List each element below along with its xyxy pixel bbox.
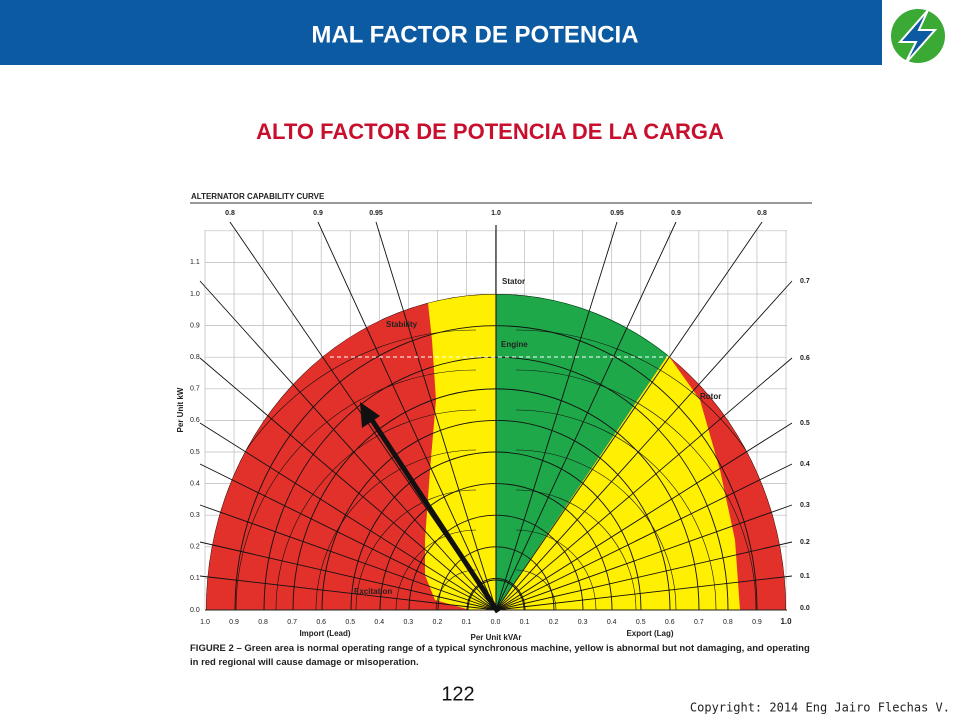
x-label: 0.6 [665,619,675,626]
x-label: 0.5 [636,619,646,626]
pf-ray [375,221,497,611]
x-label: 0.7 [694,619,704,626]
header-bar [0,0,882,65]
y-label: 0.4 [190,480,200,487]
figure-caption: FIGURE 2 – Green area is normal operatin… [190,643,810,668]
arc [355,489,477,610]
arrow [360,402,501,614]
x-label: 0.8 [258,619,268,626]
ray [495,575,793,611]
pf-ray [495,221,763,611]
y-label: 1.1 [190,259,200,266]
x-label: 0.1 [520,619,530,626]
x-label: 0.0 [491,619,501,626]
ray [199,541,497,611]
ray [495,463,793,611]
export-label: Export (Lag) [626,629,673,638]
ray [495,504,793,611]
rotor-label: Rotor [700,392,721,401]
x-label: 0.2 [433,619,443,626]
ray [199,280,497,611]
ray [495,541,793,611]
ray [199,357,497,611]
x-axis-title: Per Unit kVAr [471,633,522,642]
pf-label: 0.95 [369,210,383,217]
figure-heading: ALTERNATOR CAPABILITY CURVE [191,192,325,201]
pf-label: 0.95 [610,210,624,217]
right-label: 0.0 [800,605,810,612]
page-number: 122 [441,683,474,705]
ray [199,463,497,611]
y-label: 0.0 [190,607,200,614]
x-label: 1.0 [780,617,792,626]
right-label: 0.3 [800,502,810,509]
y-label: 1.0 [190,291,200,298]
x-label: 0.8 [723,619,733,626]
pf-label: 0.9 [671,210,681,217]
x-label: 0.3 [578,619,588,626]
pf-label: 0.8 [225,210,235,217]
y-label: 0.2 [190,544,200,551]
x-label: 0.1 [462,619,472,626]
axis-labels: 0.8 0.9 0.95 1.0 0.95 0.9 0.8 0.7 0.6 0.5 0.4 0.3 0.… [190,210,810,626]
y-label: 0.1 [190,575,200,582]
x-label: 0.3 [403,619,413,626]
arc [515,369,757,610]
arc [235,369,477,610]
right-label: 0.5 [800,420,810,427]
x-label: 0.9 [229,619,239,626]
arc [515,489,637,610]
arc [206,294,786,610]
import-label: Import (Lead) [299,629,350,638]
pf-ray [317,221,497,611]
y-label: 0.9 [190,322,200,329]
pf-label: 1.0 [491,210,501,217]
header-title: MAL FACTOR DE POTENCIA [311,21,638,48]
y-label: 0.3 [190,512,200,519]
excitation-label: Excitation [354,587,392,596]
arc [275,409,477,610]
x-label: 0.9 [752,619,762,626]
right-label: 0.2 [800,539,810,546]
arc [206,329,477,610]
y-label: 0.6 [190,417,200,424]
ray [495,280,793,611]
x-label: 1.0 [200,619,210,626]
ray [199,422,497,611]
y-label: 0.7 [190,386,200,393]
yellow-right-region [496,355,740,610]
pf-label: 0.9 [313,210,323,217]
arc [515,409,717,610]
x-label: 0.5 [345,619,355,626]
engine-label: Engine [501,340,528,349]
right-label: 0.7 [800,278,810,285]
copyright: Copyright: 2014 Eng Jairo Flechas V. [690,701,950,715]
right-label: 0.4 [800,461,810,468]
x-label: 0.2 [549,619,559,626]
y-axis-title: Per Unit kW [176,387,185,432]
stator-label: Stator [502,277,525,286]
green-region [496,293,668,610]
arc [515,329,786,610]
right-label: 0.6 [800,355,810,362]
ray [495,357,793,611]
y-label: 0.5 [190,449,200,456]
pf-ray [495,221,677,611]
ray [199,504,497,611]
subtitle: ALTO FACTOR DE POTENCIA DE LA CARGA [256,119,724,144]
pf-ray [495,221,618,611]
pf-label: 0.8 [757,210,767,217]
x-label: 0.4 [607,619,617,626]
x-label: 0.6 [316,619,326,626]
ray [199,575,497,611]
x-label: 0.7 [287,619,297,626]
y-label: 0.8 [190,354,200,361]
x-label: 0.4 [374,619,384,626]
stability-label: Stability [386,320,418,329]
ray [495,422,793,611]
logo [891,9,945,65]
right-label: 0.1 [800,573,810,580]
